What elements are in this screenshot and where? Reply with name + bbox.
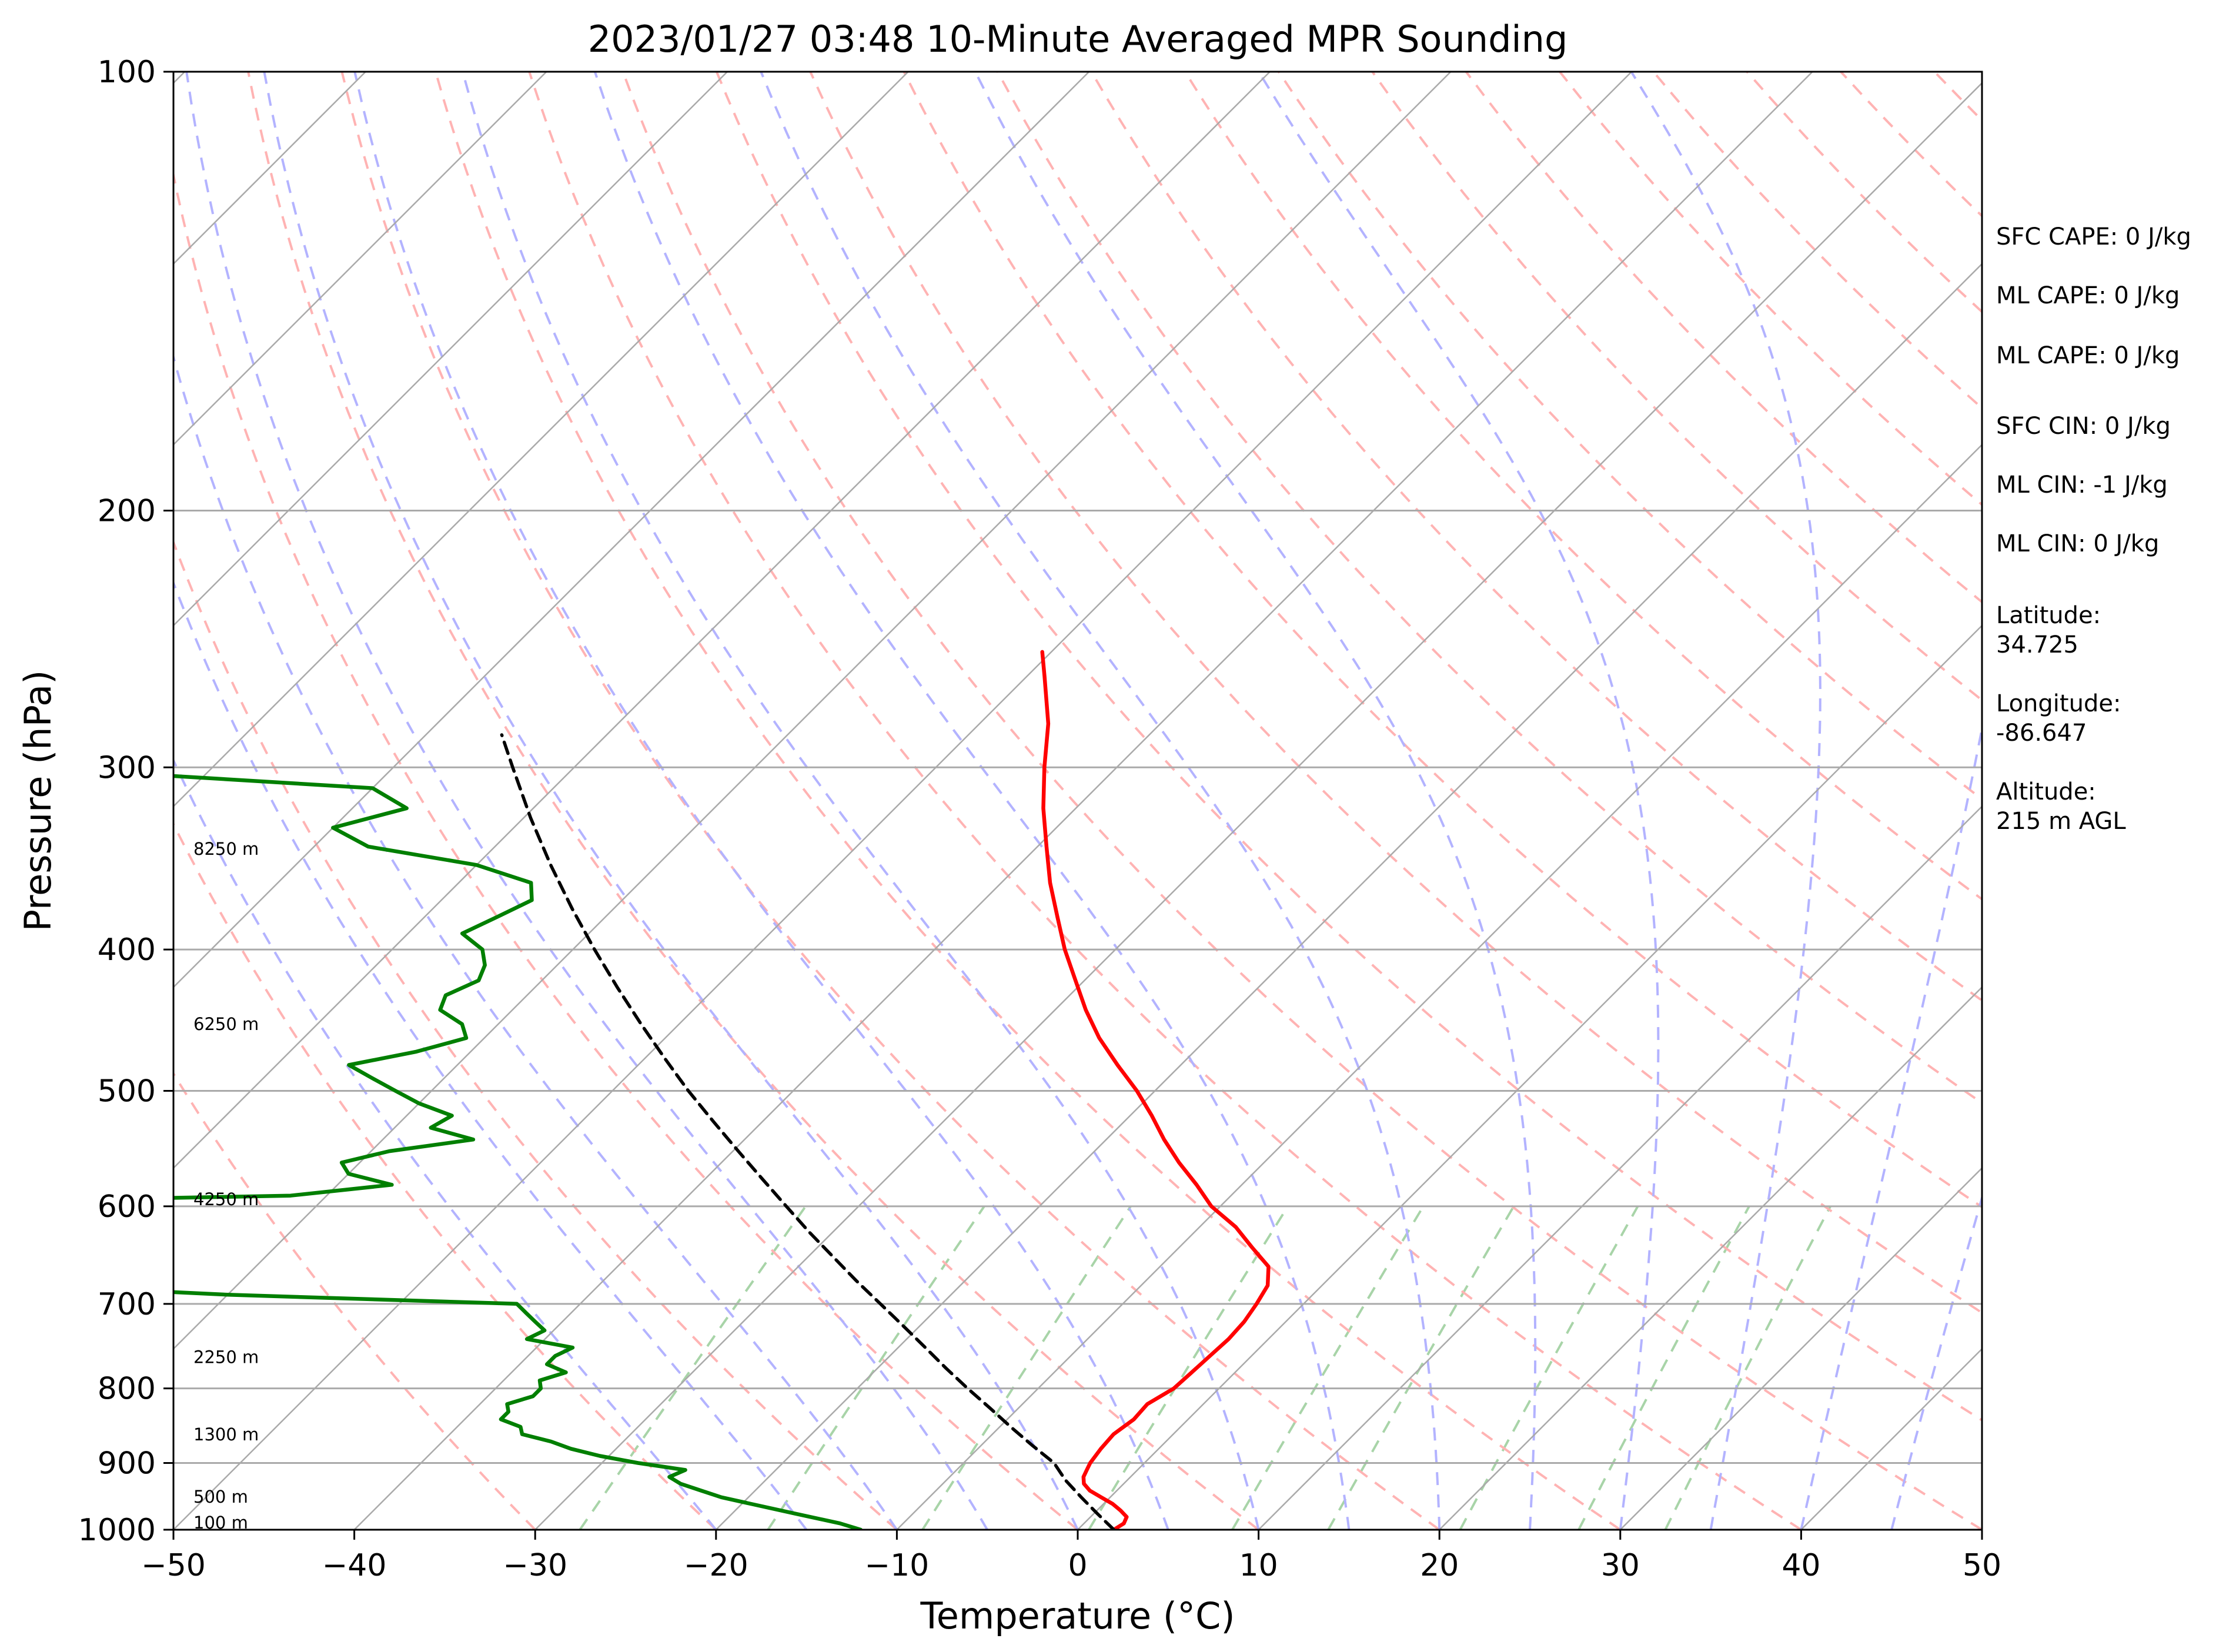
y-tick-label: 700 [98,1287,156,1322]
chart-title: 2023/01/27 03:48 10-Minute Averaged MPR … [588,18,1568,61]
altitude-label: Altitude: [1996,778,2096,805]
sfc-cape-text: SFC CAPE: 0 J/kg [1996,223,2191,250]
temperature-line [1040,650,1271,1530]
dry-adiabat [621,72,1982,1530]
isotherm-line [896,443,1982,1530]
isotherm-line [173,72,1452,1350]
ml-cin-text: ML CIN: -1 J/kg [1996,471,2168,499]
x-tick-label: 20 [1420,1548,1459,1583]
moist-adiabat [353,72,1169,1530]
x-tick-label: −40 [322,1548,387,1583]
isotherm-line [173,72,1271,1169]
isotherm-line [1439,986,1982,1530]
dry-adiabats [173,72,1982,1530]
isotherm-line [173,72,547,446]
x-tick-label: 30 [1601,1548,1640,1583]
dry-adiabat [173,169,1079,1530]
moist-adiabats [173,72,1982,1530]
mixing-ratio-line [767,1205,985,1530]
isotherm-line [173,72,1632,1530]
side-panel: SFC CAPE: 0 J/kg ML CAPE: 0 J/kg ML CAPE… [1996,223,2191,835]
x-tick-label: −10 [865,1548,930,1583]
sounding-traces [173,650,1271,1530]
altitude-value: 215 m AGL [1996,808,2126,835]
moist-adiabat [173,352,898,1530]
dry-adiabat [903,72,1982,1209]
x-tick-label: −20 [684,1548,748,1583]
latitude-value: 34.725 [1996,631,2078,658]
isotherm-line [534,82,1982,1530]
x-axis-label: Temperature (°C) [920,1594,1235,1637]
y-tick-label: 100 [98,55,156,90]
isotherm-line [173,72,1090,988]
ml-cape-text: ML CAPE: 0 J/kg [1996,282,2180,309]
y-axis-label: Pressure (hPa) [16,670,59,932]
isotherm-line [353,72,1813,1530]
dry-adiabat [173,1071,536,1530]
y-tick-label: 300 [98,750,156,785]
height-label: 4250 m [193,1189,259,1209]
longitude-label: Longitude: [1996,690,2121,717]
moist-adiabat [760,72,1441,1530]
y-axis: 1000 900 800 700 600 500 400 300 200 100 [78,55,173,1548]
dry-adiabat [809,72,1982,1315]
parcel-line [500,733,1116,1530]
x-tick-label: 0 [1068,1548,1087,1583]
x-axis: −50 −40 −30 −20 −10 0 10 20 30 40 50 [141,1530,2001,1583]
height-label: 500 m [193,1487,248,1507]
isotherm-line [1258,805,1982,1530]
x-tick-label: 40 [1782,1548,1820,1583]
dry-adiabat [434,72,1621,1530]
moist-adiabat [263,72,1079,1530]
x-tick-label: −50 [141,1548,206,1583]
plot-area [173,72,1982,1530]
moist-adiabat [1258,72,1660,1530]
height-label: 8250 m [193,839,259,859]
isotherm-line [1077,624,1982,1530]
height-label: 6250 m [193,1014,259,1034]
height-label: 2250 m [193,1347,259,1367]
mixing-ratio-line [579,1205,807,1530]
sfc-cin-text: SFC CIN: 0 J/kg [1996,413,2171,440]
moist-adiabat [1630,72,1821,1530]
isotherms [173,72,1982,1530]
y-tick-label: 600 [98,1189,156,1225]
isotherm-line [173,72,909,808]
dry-adiabat [1090,72,1982,1002]
dewpoint-line [173,774,863,1530]
dry-adiabat [1371,72,1982,702]
x-tick-label: 10 [1239,1548,1278,1583]
isotherm-line [173,72,728,627]
y-tick-label: 900 [98,1446,156,1482]
dry-adiabat [173,821,717,1530]
dry-adiabat [997,72,1982,1105]
dry-adiabat [715,72,1982,1422]
x-tick-label: −30 [503,1548,567,1583]
x-tick-label: 50 [1963,1548,2001,1583]
y-tick-label: 400 [98,932,156,968]
dry-adiabat [1184,72,1982,901]
latitude-label: Latitude: [1996,602,2101,629]
moist-adiabat [461,72,1260,1530]
dry-adiabat [1465,72,1982,604]
longitude-value: -86.647 [1996,720,2087,747]
moist-adiabat [185,72,988,1530]
isotherm-line [715,263,1982,1530]
y-tick-label: 800 [98,1372,156,1407]
dry-adiabat [340,72,1440,1530]
y-tick-label: 1000 [78,1513,156,1548]
ml-cin-text-2: ML CIN: 0 J/kg [1996,530,2159,557]
isotherm-line [1619,1167,1982,1530]
moist-adiabat [1800,722,1982,1530]
height-label: 1300 m [193,1424,259,1444]
y-tick-label: 200 [98,494,156,529]
dry-adiabat [1278,72,1982,801]
y-tick-label: 500 [98,1074,156,1109]
ml-cape-text-2: ML CAPE: 0 J/kg [1996,342,2180,369]
